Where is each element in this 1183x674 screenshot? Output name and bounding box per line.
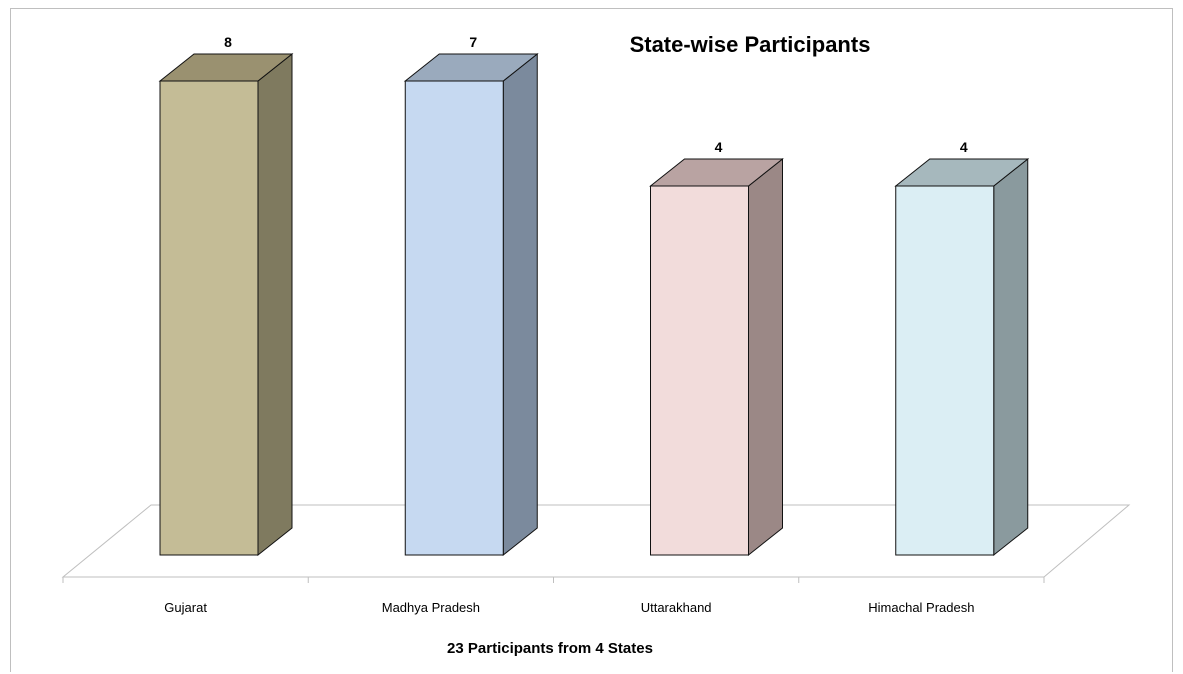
data-label: 8 [224,34,232,50]
x-tick-label: Uttarakhand [641,600,712,615]
bar-1 [158,52,294,557]
bar-side-face [748,157,783,557]
data-label: 4 [960,139,968,155]
bar-front-face [159,80,259,556]
bar-front-face [650,185,749,556]
bar-4 [894,157,1030,557]
bar-front-face [895,185,995,556]
x-tick-label: Gujarat [164,600,207,615]
x-tick-label: Himachal Pradesh [868,600,974,615]
bar-3 [649,157,784,557]
bar-2 [403,52,539,557]
x-tick-label: Madhya Pradesh [382,600,480,615]
data-label: 7 [469,34,477,50]
bar-side-face [502,52,538,557]
chart-title: State-wise Participants [630,32,871,57]
chart-frame [10,8,1173,672]
data-label: 4 [715,139,723,155]
bars-group: 8 7 4 4 [158,34,1030,557]
bar-front-face [404,80,504,556]
bar-side-face [257,52,293,557]
x-axis-title: 23 Participants from 4 States [447,640,653,657]
x-ticks-group: Gujarat Madhya Pradesh Uttarakhand Himachal… [62,577,1045,615]
bar-side-face [993,157,1029,557]
